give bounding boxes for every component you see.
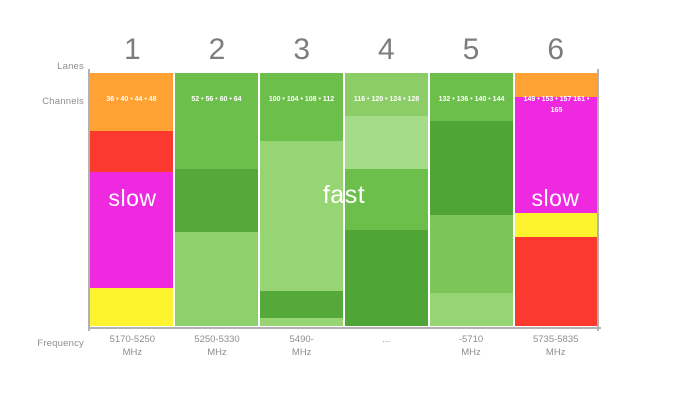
lane-2-segment bbox=[175, 232, 258, 326]
lane-2-channels: 52 • 56 • 60 • 64 bbox=[191, 96, 242, 103]
frequency-lane-1: 5170-5250 MHz bbox=[109, 334, 156, 358]
lane-number-4: 4 bbox=[378, 33, 395, 66]
lane-4-segment bbox=[345, 169, 428, 230]
lane-5-segment bbox=[430, 121, 513, 215]
lane-number-6: 6 bbox=[547, 33, 565, 66]
lanes-axis-label: Lanes bbox=[57, 61, 84, 72]
lane-6: 149 • 153 • 157 161 • 165 bbox=[515, 73, 598, 326]
lane-3-segment bbox=[260, 141, 343, 291]
speed-label-slow-right: slow bbox=[531, 185, 580, 211]
lane-1-channels: 36 • 40 • 44 • 48 bbox=[106, 96, 157, 103]
lanes-chart: 36 • 40 • 44 • 48 52 • 56 • 60 • 64 100 • … bbox=[90, 73, 598, 326]
lane-2-segment bbox=[175, 73, 258, 170]
bottom-axis-line bbox=[88, 327, 601, 329]
lane-6-segment bbox=[515, 213, 598, 238]
lane-4-segment bbox=[345, 116, 428, 170]
frequency-row: 5170-5250 MHz 5250-5330 MHz 5490- MHz... -5710… bbox=[90, 334, 598, 360]
lane-number-2: 2 bbox=[208, 33, 226, 66]
frequency-lane-5: -5710 MHz bbox=[458, 334, 484, 358]
lane-5: 132 • 136 • 140 • 144 bbox=[430, 73, 515, 326]
frequency-lane-2: 5250-5330 MHz bbox=[194, 334, 240, 358]
lane-1-segment bbox=[90, 171, 173, 289]
lane-5-channels: 132 • 136 • 140 • 144 bbox=[438, 96, 505, 103]
lane-4-channels: 116 • 120 • 124 • 128 bbox=[353, 96, 420, 103]
lane-1-segment bbox=[90, 131, 173, 172]
lane-3-channels: 100 • 104 • 108 • 112 bbox=[268, 96, 335, 103]
lane-6-segment bbox=[515, 73, 598, 98]
speed-label-fast: fast bbox=[322, 181, 366, 209]
lane-numbers-row: 1 2 3 4 5 6 bbox=[90, 34, 598, 66]
lane-3: 100 • 104 • 108 • 112 bbox=[260, 73, 345, 326]
lane-4-segment bbox=[345, 229, 428, 326]
lane-number-1: 1 bbox=[123, 33, 141, 66]
lane-number-5: 5 bbox=[462, 33, 480, 66]
lane-5-segment bbox=[430, 214, 513, 294]
lane-1-segment bbox=[90, 73, 173, 132]
lane-2-segment bbox=[175, 169, 258, 233]
right-axis-line bbox=[597, 69, 599, 331]
lane-5-segment bbox=[430, 293, 513, 326]
lane-4: 116 • 120 • 124 • 128 bbox=[345, 73, 430, 326]
speed-label-slow-left: slow bbox=[108, 185, 157, 211]
lane-6-channels: 149 • 153 • 157 161 • 165 bbox=[523, 96, 590, 115]
frequency-lane-3: 5490- MHz bbox=[289, 334, 314, 358]
lane-1: 36 • 40 • 44 • 48 bbox=[90, 73, 175, 326]
channels-axis-label: Channels bbox=[42, 96, 84, 107]
lane-3-segment bbox=[260, 73, 343, 142]
lane-6-segment bbox=[515, 237, 598, 326]
lane-number-3: 3 bbox=[293, 33, 311, 66]
frequency-axis-label: Frequency bbox=[37, 338, 84, 349]
lane-2: 52 • 56 • 60 • 64 bbox=[175, 73, 260, 326]
lane-3-segment bbox=[260, 290, 343, 319]
frequency-lane-6: 5735-5835 MHz bbox=[532, 334, 579, 358]
lane-5-segment bbox=[430, 73, 513, 122]
lane-3-segment bbox=[260, 318, 343, 326]
lane-6-segment bbox=[515, 97, 598, 214]
left-axis-line bbox=[88, 69, 90, 331]
frequency-lane-4: ... bbox=[382, 334, 391, 345]
lane-4-segment bbox=[345, 73, 428, 116]
lane-1-segment bbox=[90, 288, 173, 326]
